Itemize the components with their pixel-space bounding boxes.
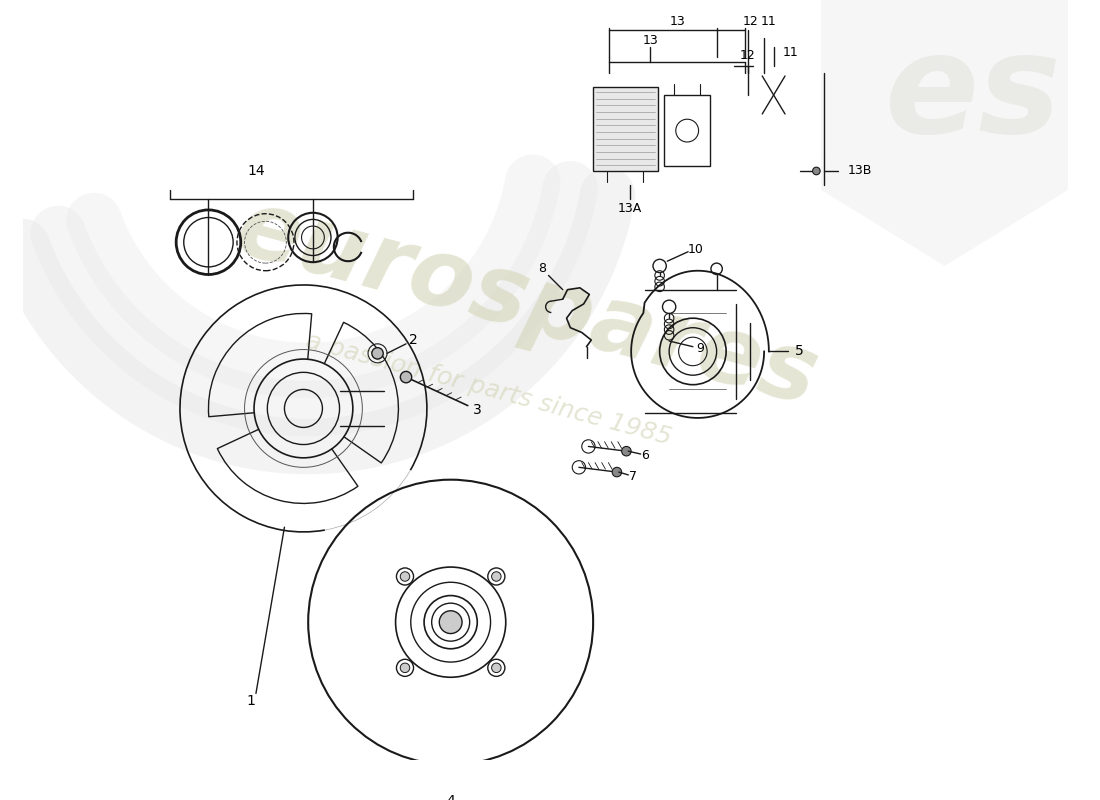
Text: 10: 10 xyxy=(688,243,704,256)
Text: 13B: 13B xyxy=(848,165,872,178)
Text: 4: 4 xyxy=(447,794,455,800)
Text: 12: 12 xyxy=(740,49,756,62)
Text: 11: 11 xyxy=(783,46,799,58)
Text: 8: 8 xyxy=(538,262,546,275)
Text: es: es xyxy=(884,27,1062,162)
Text: 13: 13 xyxy=(669,15,685,28)
Text: 7: 7 xyxy=(629,470,637,483)
Circle shape xyxy=(400,572,409,582)
Text: 13: 13 xyxy=(642,34,658,47)
Circle shape xyxy=(492,572,502,582)
Text: 13A: 13A xyxy=(618,202,642,215)
Circle shape xyxy=(612,467,621,477)
Text: 5: 5 xyxy=(795,345,804,358)
Circle shape xyxy=(813,167,821,174)
Text: 1: 1 xyxy=(246,694,255,708)
Circle shape xyxy=(492,663,502,673)
Text: 6: 6 xyxy=(641,450,649,462)
Text: eurospares: eurospares xyxy=(227,182,827,426)
Text: 2: 2 xyxy=(409,333,418,347)
Polygon shape xyxy=(821,0,1068,266)
Text: 3: 3 xyxy=(473,403,482,418)
Circle shape xyxy=(621,446,631,456)
Text: a passion for parts since 1985: a passion for parts since 1985 xyxy=(304,329,674,450)
Bar xyxy=(664,95,710,166)
Circle shape xyxy=(400,371,411,382)
Text: 11: 11 xyxy=(761,15,777,28)
Circle shape xyxy=(372,348,383,359)
Circle shape xyxy=(400,663,409,673)
Bar xyxy=(593,87,658,171)
Text: 14: 14 xyxy=(248,164,265,178)
Text: 12: 12 xyxy=(742,15,759,28)
Text: 9: 9 xyxy=(696,342,704,355)
Circle shape xyxy=(439,610,462,634)
